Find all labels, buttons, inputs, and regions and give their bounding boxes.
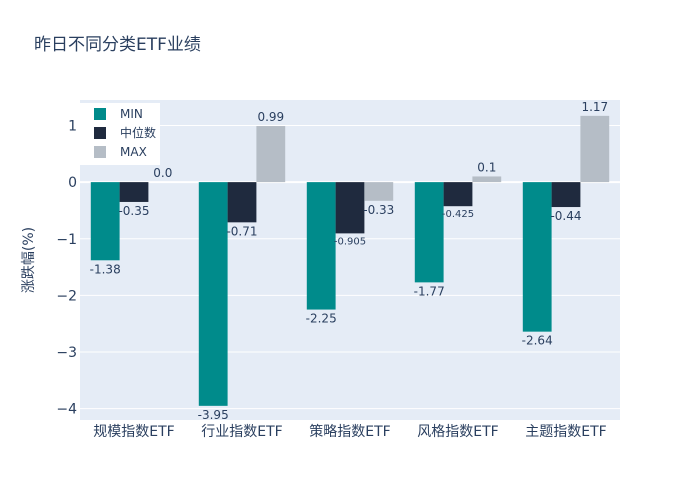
- legend-label[interactable]: MIN: [120, 107, 143, 121]
- bar[interactable]: [198, 182, 228, 406]
- bar[interactable]: [551, 182, 581, 208]
- chart-title: 昨日不同分类ETF业绩: [34, 35, 201, 55]
- y-tick-label: −3: [56, 345, 77, 361]
- data-label: -1.38: [90, 262, 121, 276]
- y-tick-label: −2: [56, 288, 77, 304]
- bar[interactable]: [119, 182, 149, 202]
- bar[interactable]: [256, 126, 286, 183]
- data-label: 0.99: [257, 110, 284, 124]
- data-label: -1.77: [414, 284, 445, 298]
- data-label: -0.905: [334, 236, 366, 247]
- legend[interactable]: MIN 中位数 MAX: [80, 103, 160, 165]
- x-tick-label: 策略指数ETF: [309, 423, 390, 440]
- y-tick-label: −4: [56, 402, 77, 418]
- legend-label[interactable]: MAX: [120, 145, 147, 159]
- data-label: -3.95: [198, 408, 229, 422]
- bar[interactable]: [335, 182, 365, 234]
- legend-swatch[interactable]: [94, 108, 106, 120]
- legend-swatch[interactable]: [94, 127, 106, 139]
- y-tick-label: 0: [68, 175, 77, 191]
- data-label: -0.33: [363, 203, 394, 217]
- bar[interactable]: [227, 182, 257, 223]
- bars: -1.38 -0.35 0.0 -3.95 -0.71 0.99 -2.25 -0.905 -0…: [90, 100, 610, 422]
- data-label: 0.0: [153, 166, 172, 180]
- data-label: 0.1: [477, 160, 496, 174]
- x-tick-label: 风格指数ETF: [417, 424, 498, 440]
- bar[interactable]: [522, 182, 552, 332]
- bar[interactable]: [414, 182, 444, 283]
- data-label: -0.71: [226, 224, 257, 238]
- y-tick-label: −1: [56, 232, 77, 248]
- x-axis-ticks: 规模指数ETF 行业指数ETF 策略指数ETF 风格指数ETF 主题指数ETF: [93, 423, 606, 440]
- legend-label[interactable]: 中位数: [120, 125, 156, 140]
- x-tick-label: 行业指数ETF: [201, 424, 282, 440]
- x-tick-label: 规模指数ETF: [93, 424, 174, 440]
- bar[interactable]: [306, 182, 336, 310]
- data-label: -2.64: [522, 334, 553, 348]
- y-tick-label: 1: [68, 118, 77, 134]
- x-tick-label: 主题指数ETF: [525, 424, 606, 440]
- bar[interactable]: [443, 182, 473, 207]
- y-axis-ticks: 1 0 −1 −2 −3 −4: [56, 118, 77, 417]
- legend-box: [80, 103, 160, 165]
- data-label: 1.17: [581, 100, 608, 114]
- bar[interactable]: [580, 115, 610, 183]
- bar[interactable]: [472, 176, 502, 183]
- y-axis-label: 涨跌幅(%): [21, 227, 37, 293]
- bar[interactable]: [90, 182, 120, 261]
- data-label: -0.44: [550, 209, 581, 223]
- data-label: -0.35: [118, 204, 149, 218]
- legend-swatch[interactable]: [94, 146, 106, 158]
- data-label: -0.425: [442, 209, 474, 220]
- data-label: -2.25: [306, 312, 337, 326]
- bar[interactable]: [364, 182, 394, 201]
